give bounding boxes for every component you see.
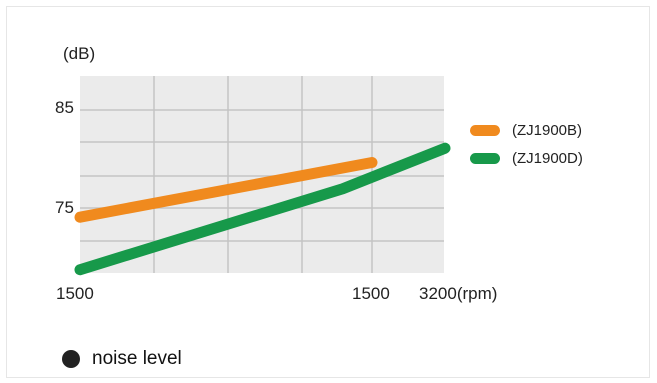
chart-frame [6,6,650,378]
legend-swatch-green [470,153,500,164]
legend-swatch-orange [470,125,500,136]
legend-entry-zj1900d: (ZJ1900D) [470,150,583,167]
footer-label: noise level [92,348,182,369]
footer-note: noise level [62,348,182,370]
legend-label-zj1900b: (ZJ1900B) [512,122,583,139]
bullet-dot-icon [62,350,80,368]
y-axis-label: (dB) [63,44,96,63]
x-tick-label-start: 1500 [56,284,94,303]
legend-entry-zj1900b: (ZJ1900B) [470,122,582,139]
series-line-1 [74,142,451,276]
y-tick-label-75: 75 [55,198,74,217]
series-line-0 [74,157,378,223]
x-tick-label-mid: 1500 [352,284,390,303]
legend-label-zj1900d: (ZJ1900D) [512,150,583,167]
series-lines [74,142,451,276]
y-tick-label-85: 85 [55,98,74,117]
x-tick-label-end: 3200(rpm) [419,284,498,303]
